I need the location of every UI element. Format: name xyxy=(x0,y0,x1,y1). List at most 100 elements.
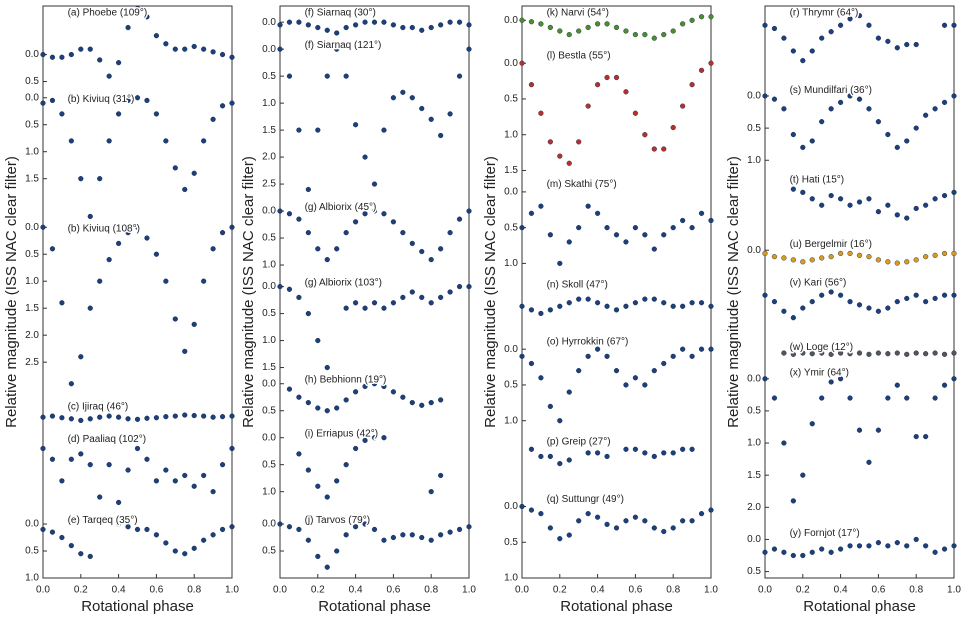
x-tick-label: 1.0 xyxy=(225,585,239,596)
data-point xyxy=(400,394,406,400)
data-point xyxy=(566,31,572,38)
data-point xyxy=(528,19,535,25)
data-point xyxy=(680,21,686,27)
data-point xyxy=(538,110,544,116)
data-point xyxy=(771,25,778,32)
data-point xyxy=(296,127,302,133)
data-point xyxy=(951,376,957,382)
data-point xyxy=(642,232,648,238)
data-point xyxy=(315,246,321,252)
data-point xyxy=(428,116,434,122)
data-point xyxy=(296,294,302,300)
data-point xyxy=(632,375,639,381)
data-point xyxy=(819,202,825,208)
data-point xyxy=(134,6,141,12)
data-point xyxy=(528,210,535,216)
curve-label: (l) Bestla (55°) xyxy=(547,51,611,62)
y-tick-label: 0.0 xyxy=(504,15,518,26)
y-tick-label: 0.0 xyxy=(262,432,276,443)
data-point xyxy=(698,67,705,73)
data-point xyxy=(557,303,563,309)
data-point xyxy=(632,225,639,231)
data-point xyxy=(566,457,572,463)
data-point xyxy=(604,303,610,309)
data-point xyxy=(941,351,948,357)
x-axis-title: Rotational phase xyxy=(318,598,431,615)
data-point xyxy=(837,22,844,28)
data-point xyxy=(557,536,563,542)
data-point xyxy=(49,54,56,60)
y-tick-label: 1.5 xyxy=(747,470,761,481)
data-point xyxy=(286,211,293,217)
data-point xyxy=(296,451,302,457)
data-point xyxy=(557,28,563,34)
data-point xyxy=(809,196,815,202)
data-point xyxy=(698,346,705,352)
data-point xyxy=(219,230,226,236)
data-point xyxy=(613,368,620,374)
data-point xyxy=(353,219,359,225)
data-point xyxy=(519,353,525,359)
data-point xyxy=(837,376,844,382)
curve-label: (i) Erriapus (42°) xyxy=(305,429,378,440)
data-point xyxy=(362,19,368,25)
data-point xyxy=(428,24,434,31)
data-point xyxy=(800,305,806,311)
data-point xyxy=(219,462,226,468)
data-point xyxy=(286,286,293,292)
data-point xyxy=(819,350,825,356)
data-point xyxy=(951,189,957,195)
data-point xyxy=(334,405,340,411)
data-point xyxy=(163,41,169,47)
data-point xyxy=(519,225,525,231)
data-point xyxy=(837,99,844,106)
data-point xyxy=(547,232,553,238)
data-point xyxy=(576,225,582,231)
data-point xyxy=(324,27,330,33)
data-point xyxy=(106,462,112,468)
data-point xyxy=(528,307,535,313)
data-point xyxy=(819,292,825,298)
data-point xyxy=(847,16,853,22)
data-point xyxy=(324,257,330,263)
data-point xyxy=(538,203,544,209)
data-point xyxy=(828,192,834,199)
data-point xyxy=(856,302,863,308)
data-point xyxy=(632,300,639,306)
data-point xyxy=(566,160,572,166)
curve-label: (d) Paaliaq (102°) xyxy=(68,434,146,445)
data-point xyxy=(632,31,639,38)
curve-label: (c) Ijiraq (46°) xyxy=(68,402,129,413)
data-point xyxy=(125,467,131,473)
data-point xyxy=(68,416,74,422)
data-point xyxy=(447,111,453,117)
data-point xyxy=(343,24,349,31)
curve-label: (x) Ymir (64°) xyxy=(790,368,849,379)
x-tick-label: 0.6 xyxy=(871,585,885,596)
data-point xyxy=(528,360,535,367)
x-tick-label: 0.2 xyxy=(796,585,810,596)
data-point xyxy=(201,278,207,284)
data-point xyxy=(923,299,929,305)
curve-label: (b) Kiviuq (108°) xyxy=(68,223,140,234)
data-point xyxy=(49,413,56,419)
data-point xyxy=(201,413,207,419)
data-point xyxy=(708,303,714,309)
y-tick-label: 0.5 xyxy=(504,94,518,105)
plot-frame xyxy=(521,5,712,579)
data-point xyxy=(381,127,387,133)
data-point xyxy=(125,524,131,530)
data-point xyxy=(438,294,444,300)
data-point xyxy=(856,543,863,549)
data-point xyxy=(576,368,582,374)
data-point xyxy=(585,511,591,517)
data-point xyxy=(894,260,900,266)
y-tick-label: 0.0 xyxy=(25,222,39,233)
data-point xyxy=(78,551,84,557)
data-point xyxy=(894,382,900,388)
data-point xyxy=(856,350,863,356)
data-point xyxy=(547,307,553,313)
y-tick-label: 0.0 xyxy=(504,344,518,355)
x-tick-label: 1.0 xyxy=(462,585,476,596)
x-tick-label: 0.8 xyxy=(666,585,680,596)
